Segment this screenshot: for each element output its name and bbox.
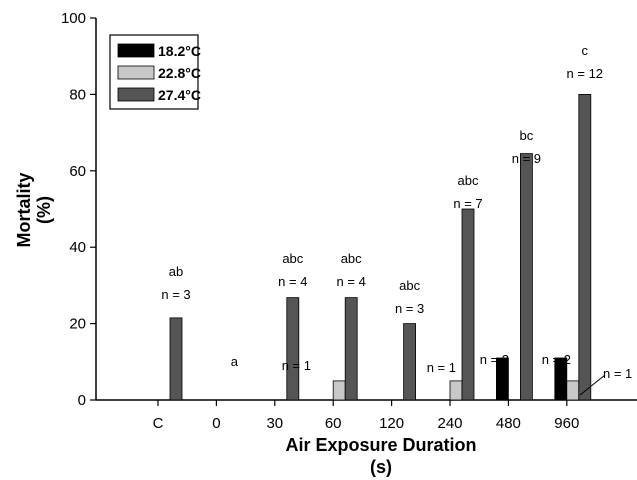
sample-size-label: n = 4 bbox=[337, 274, 366, 289]
sample-size-label: n = 4 bbox=[278, 274, 307, 289]
x-tick-label: 0 bbox=[212, 415, 220, 432]
bar-series-1-60 bbox=[332, 380, 346, 401]
x-tick-label: 960 bbox=[554, 415, 579, 432]
sample-size-label: n = 9 bbox=[512, 151, 541, 166]
y-axis-title-line2: (%) bbox=[34, 196, 54, 224]
x-tick-label: 120 bbox=[379, 415, 404, 432]
annotations: ab a abc abc abc abc bc c n = 3 n = 4 n = 4 n = 3 n … bbox=[161, 43, 632, 396]
bar-series-0-960 bbox=[554, 357, 568, 401]
legend: 18.2°C 22.8°C 27.4°C bbox=[109, 34, 201, 110]
leader-line bbox=[579, 374, 606, 396]
y-axis-title-line1: Mortality bbox=[14, 172, 34, 247]
significance-letter: abc bbox=[399, 278, 420, 293]
legend-swatch-2 bbox=[117, 87, 155, 102]
y-tick-label: 100 bbox=[61, 10, 86, 27]
axes: 0 20 40 60 80 100 C 0 30 60 120 240 480 960 bbox=[61, 10, 637, 432]
significance-letter: bc bbox=[520, 128, 534, 143]
legend-label-2: 27.4°C bbox=[158, 87, 201, 103]
x-axis-title-line1: Air Exposure Duration bbox=[285, 435, 476, 455]
significance-letter: a bbox=[231, 354, 239, 369]
legend-swatch-1 bbox=[117, 65, 155, 80]
sample-size-label-small: n = 2 bbox=[542, 352, 571, 367]
sample-size-label-small: n = 1 bbox=[427, 360, 456, 375]
bar-series-2-30 bbox=[286, 297, 300, 401]
y-tick-label: 80 bbox=[69, 86, 86, 103]
significance-letter: abc bbox=[341, 251, 362, 266]
bar-series-2-240 bbox=[461, 208, 475, 401]
sample-size-label-small: n = 1 bbox=[282, 358, 311, 373]
x-axis-title-line2: (s) bbox=[370, 457, 392, 477]
x-tick-label: 480 bbox=[496, 415, 521, 432]
y-tick-label: 0 bbox=[78, 392, 86, 409]
bar-series-1-240 bbox=[449, 380, 463, 401]
significance-letter: c bbox=[582, 43, 589, 58]
sample-size-label: n = 7 bbox=[453, 196, 482, 211]
significance-letter: ab bbox=[169, 264, 183, 279]
x-tick-label: 30 bbox=[266, 415, 283, 432]
y-tick-label: 20 bbox=[69, 316, 86, 333]
sample-size-label-small: n = 2 bbox=[480, 352, 509, 367]
x-tick-label: 60 bbox=[325, 415, 342, 432]
y-tick-label: 60 bbox=[69, 163, 86, 180]
legend-label-1: 22.8°C bbox=[158, 65, 201, 81]
axis-titles: Air Exposure Duration (s) Mortality (%) bbox=[14, 172, 477, 477]
legend-swatch-0 bbox=[117, 43, 155, 58]
bar-series-0-480 bbox=[495, 357, 509, 401]
sample-size-label: n = 12 bbox=[567, 66, 604, 81]
significance-letter: abc bbox=[458, 173, 479, 188]
bar-series-1-960 bbox=[566, 380, 580, 401]
bar-series-2-60 bbox=[344, 297, 358, 401]
bar-series-2-C bbox=[169, 317, 183, 401]
bars bbox=[169, 94, 592, 401]
bar-series-2-120 bbox=[403, 323, 417, 401]
legend-label-0: 18.2°C bbox=[158, 43, 201, 59]
sample-size-label: n = 3 bbox=[161, 287, 190, 302]
x-tick-label: C bbox=[153, 415, 164, 432]
significance-letter: abc bbox=[282, 251, 303, 266]
sample-size-label-small: n = 1 bbox=[603, 366, 632, 381]
x-tick-label: 240 bbox=[437, 415, 462, 432]
y-tick-label: 40 bbox=[69, 239, 86, 256]
sample-size-label: n = 3 bbox=[395, 301, 424, 316]
bar-series-2-960 bbox=[578, 94, 592, 401]
bar-series-2-480 bbox=[520, 153, 533, 401]
